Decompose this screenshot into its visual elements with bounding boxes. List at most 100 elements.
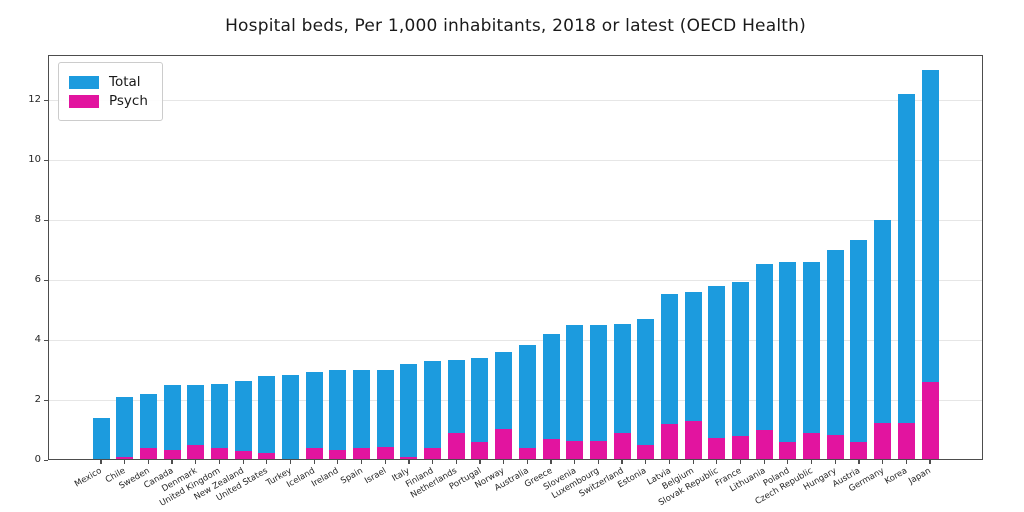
legend: Total Psych xyxy=(58,62,163,121)
legend-swatch-psych xyxy=(69,94,99,108)
bar-psych-hungary xyxy=(826,434,844,460)
bar-total-japan xyxy=(921,70,939,460)
y-axis-tick-label: 2 xyxy=(34,394,41,405)
x-axis-tick xyxy=(882,460,884,464)
legend-item-total: Total xyxy=(69,74,148,90)
legend-label-psych: Psych xyxy=(109,93,148,109)
y-axis-tick xyxy=(44,279,48,281)
bar-psych-czech-republic xyxy=(803,433,821,460)
x-axis-tick xyxy=(218,460,221,464)
bar-total-greece xyxy=(542,334,560,460)
bar-total-luxembourg xyxy=(589,325,607,460)
bar-psych-estonia xyxy=(637,445,655,460)
x-axis-label-ireland: Ireland xyxy=(310,466,341,490)
x-axis-tick xyxy=(550,460,552,464)
bar-psych-australia xyxy=(518,448,536,460)
x-axis-tick xyxy=(692,460,694,464)
bar-total-united-kingdom xyxy=(210,383,228,460)
bar-psych-france xyxy=(732,436,749,460)
bar-psych-latvia xyxy=(660,424,678,460)
x-axis-label-israel: Israel xyxy=(363,466,389,487)
gridline-y4 xyxy=(49,339,982,341)
y-axis-tick-label: 0 xyxy=(34,454,41,465)
bar-total-denmark xyxy=(187,385,205,460)
bar-total-slovak-republic xyxy=(708,286,726,460)
bar-psych-greece xyxy=(542,439,560,460)
x-axis-tick xyxy=(242,460,244,464)
bar-total-switzerland xyxy=(613,323,631,460)
bar-total-iceland xyxy=(305,371,323,460)
y-axis-tick xyxy=(44,159,48,161)
bar-psych-canada xyxy=(163,449,181,460)
bar-psych-iceland xyxy=(305,448,323,460)
x-axis-tick xyxy=(621,460,623,464)
y-axis-tick-label: 12 xyxy=(28,94,41,105)
gridline-y8 xyxy=(49,219,982,221)
x-axis-tick xyxy=(313,460,315,464)
bar-psych-luxembourg xyxy=(589,440,607,460)
chart-title: Hospital beds, Per 1,000 inhabitants, 20… xyxy=(225,16,806,36)
x-axis-tick xyxy=(929,460,931,464)
x-axis-label-japan: Japan xyxy=(907,466,933,487)
bar-total-finland xyxy=(424,361,442,460)
x-axis-tick xyxy=(266,460,268,464)
bar-psych-ireland xyxy=(329,449,347,460)
bar-psych-netherlands xyxy=(447,433,465,460)
legend-swatch-total xyxy=(69,75,99,89)
bar-total-portugal xyxy=(471,358,489,460)
bar-psych-japan xyxy=(921,382,939,460)
x-axis-tick xyxy=(645,460,647,464)
bar-total-chile xyxy=(116,397,134,460)
x-axis-tick xyxy=(171,460,173,464)
x-axis-tick xyxy=(905,460,907,464)
bar-psych-united-kingdom xyxy=(210,448,228,460)
bar-total-latvia xyxy=(660,293,678,460)
x-axis-tick xyxy=(858,460,860,464)
y-axis-tick xyxy=(44,219,48,221)
x-axis-tick xyxy=(147,460,149,464)
bar-psych-chile xyxy=(116,457,134,460)
bar-total-israel xyxy=(376,370,394,460)
y-axis-tick xyxy=(44,99,48,101)
bar-psych-sweden xyxy=(139,448,157,460)
y-axis-tick xyxy=(44,339,48,341)
bar-psych-united-states xyxy=(258,452,276,460)
x-axis-tick xyxy=(455,460,457,464)
y-axis-tick xyxy=(44,459,48,461)
bar-psych-switzerland xyxy=(613,433,631,460)
y-axis-tick xyxy=(44,399,48,401)
bar-total-slovenia xyxy=(566,325,584,460)
x-axis-tick xyxy=(574,460,576,464)
bar-total-ireland xyxy=(329,370,347,460)
gridline-y2 xyxy=(49,399,982,401)
x-axis-tick xyxy=(360,460,363,464)
bar-total-poland xyxy=(779,262,797,460)
y-axis-tick-label: 10 xyxy=(28,154,41,165)
x-axis-tick xyxy=(503,460,505,464)
x-axis-tick xyxy=(597,460,599,464)
bar-psych-lithuania xyxy=(755,430,773,460)
bar-total-france xyxy=(732,281,749,460)
x-axis-tick xyxy=(195,460,197,464)
x-axis-tick xyxy=(716,460,718,464)
bar-total-sweden xyxy=(139,394,157,460)
bar-psych-austria xyxy=(850,442,868,460)
bar-total-hungary xyxy=(826,250,844,460)
bar-total-turkey xyxy=(281,374,299,460)
bar-total-italy xyxy=(400,364,418,460)
x-axis-tick xyxy=(124,460,126,464)
bar-psych-norway xyxy=(495,428,513,460)
x-axis-tick xyxy=(408,460,410,464)
bar-total-mexico xyxy=(92,418,110,460)
x-axis-tick xyxy=(834,460,836,464)
gridline-y10 xyxy=(49,159,982,161)
bar-total-estonia xyxy=(637,319,655,460)
bar-total-new-zealand xyxy=(234,380,252,460)
x-axis-tick xyxy=(479,460,481,464)
bar-total-australia xyxy=(518,344,536,460)
legend-item-psych: Psych xyxy=(69,93,148,109)
bar-total-germany xyxy=(874,220,892,460)
bar-psych-korea xyxy=(897,422,915,460)
x-axis-tick xyxy=(100,460,102,464)
bar-psych-finland xyxy=(424,448,442,460)
